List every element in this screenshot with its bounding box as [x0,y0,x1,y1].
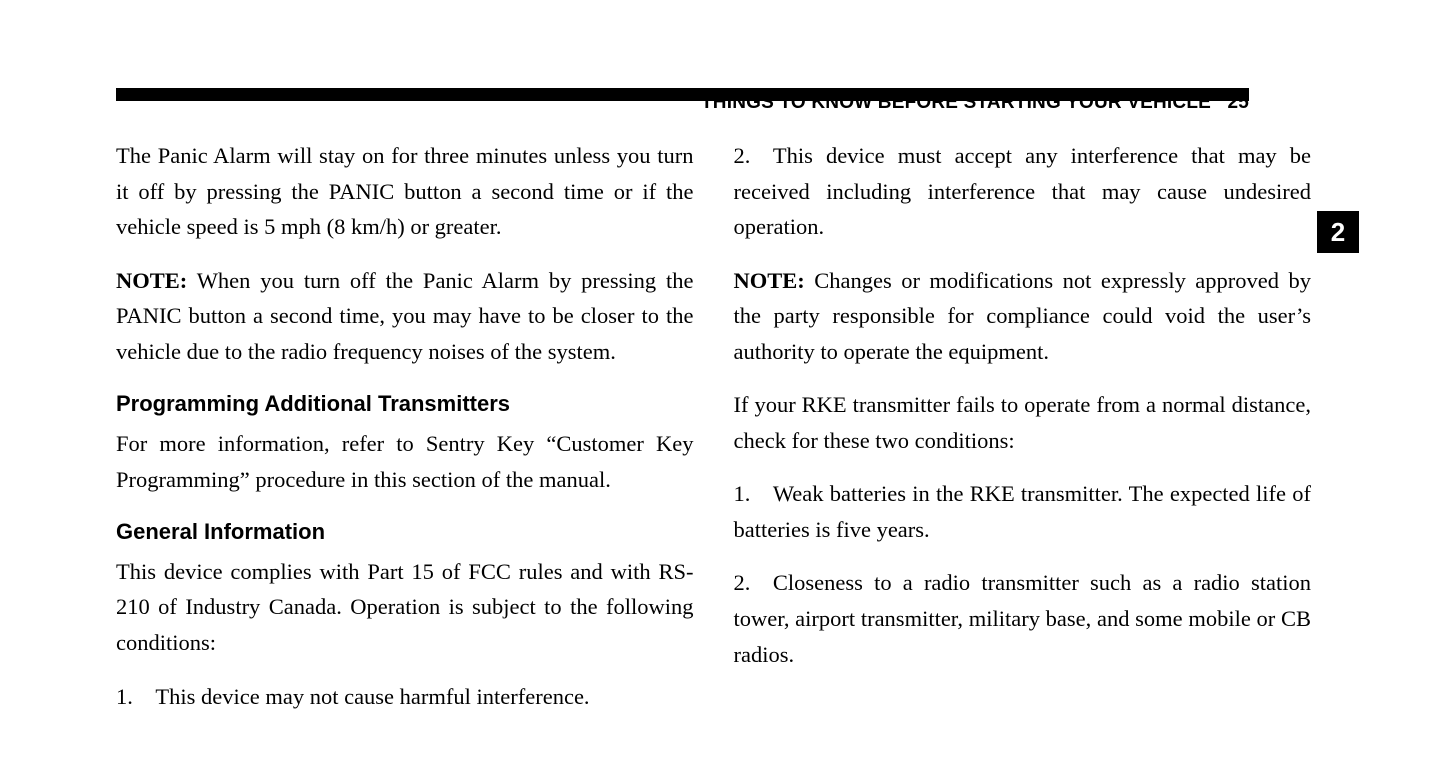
paragraph: If your RKE transmitter fails to operate… [734,387,1312,458]
note-label: NOTE: [116,268,187,293]
tab-number: 2 [1331,217,1345,248]
note-paragraph: NOTE: Changes or modifications not expre… [734,263,1312,370]
left-column: The Panic Alarm will stay on for three m… [116,138,694,714]
subheading: General Information [116,515,694,550]
section-tab: 2 [1317,211,1359,253]
section-title: THINGS TO KNOW BEFORE STARTING YOUR VEHI… [701,92,1249,114]
paragraph: This device complies with Part 15 of FCC… [116,554,694,661]
note-label: NOTE: [734,268,805,293]
note-text: Changes or modifications not expressly a… [734,268,1312,364]
note-paragraph: NOTE: When you turn off the Panic Alarm … [116,263,694,370]
right-column: 2. This device must accept any interfere… [734,138,1312,714]
page-number: 25 [1227,92,1249,113]
document-page: THINGS TO KNOW BEFORE STARTING YOUR VEHI… [0,0,1445,759]
paragraph: The Panic Alarm will stay on for three m… [116,138,694,245]
content-area: The Panic Alarm will stay on for three m… [116,138,1311,714]
list-item: 2. This device must accept any interfere… [734,138,1312,245]
note-text: When you turn off the Panic Alarm by pre… [116,268,694,364]
list-item: 2. Closeness to a radio transmitter such… [734,565,1312,672]
list-item: 1. This device may not cause harmful int… [116,679,694,715]
section-title-text: THINGS TO KNOW BEFORE STARTING YOUR VEHI… [701,92,1211,113]
paragraph: For more information, refer to Sentry Ke… [116,426,694,497]
list-item: 1. Weak batteries in the RKE transmitter… [734,476,1312,547]
subheading: Programming Additional Transmitters [116,387,694,422]
